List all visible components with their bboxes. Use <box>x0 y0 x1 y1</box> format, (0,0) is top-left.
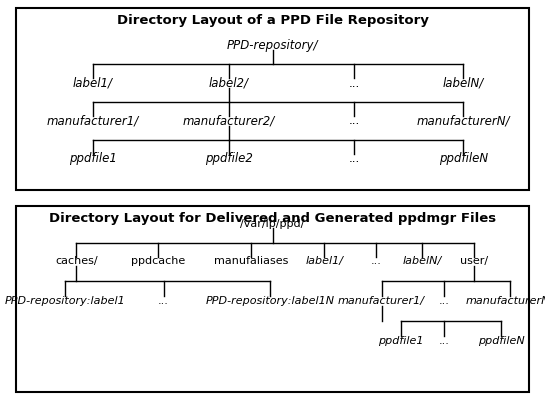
Text: ppdfile1: ppdfile1 <box>378 335 423 346</box>
Text: manufacturerN/: manufacturerN/ <box>465 296 545 306</box>
Text: labelN/: labelN/ <box>443 77 484 89</box>
Text: labelN/: labelN/ <box>403 256 442 267</box>
Text: manufacturer1/: manufacturer1/ <box>46 114 139 127</box>
Text: ...: ... <box>439 296 450 306</box>
Text: Directory Layout of a PPD File Repository: Directory Layout of a PPD File Repositor… <box>117 14 428 27</box>
Text: ...: ... <box>349 77 360 89</box>
Text: ...: ... <box>349 152 360 165</box>
Text: label2/: label2/ <box>209 77 249 89</box>
Bar <box>16 8 529 190</box>
Text: manufacturer2/: manufacturer2/ <box>183 114 275 127</box>
Text: PPD-repository/: PPD-repository/ <box>227 39 318 52</box>
Text: ...: ... <box>371 256 382 267</box>
Text: caches/: caches/ <box>55 256 98 267</box>
Text: ppdfile1: ppdfile1 <box>69 152 117 165</box>
Text: label1/: label1/ <box>72 77 113 89</box>
Text: ppdfileN: ppdfileN <box>478 335 525 346</box>
Text: ...: ... <box>158 296 169 306</box>
Text: manufaliases: manufaliases <box>214 256 288 267</box>
Text: PPD-repository:label1N: PPD-repository:label1N <box>205 296 334 306</box>
Text: ...: ... <box>439 335 450 346</box>
Text: ppdcache: ppdcache <box>131 256 185 267</box>
Bar <box>16 206 529 392</box>
Text: manufacturerN/: manufacturerN/ <box>416 114 510 127</box>
Text: /var/lp/ppd/: /var/lp/ppd/ <box>240 219 305 229</box>
Text: ppdfile2: ppdfile2 <box>205 152 253 165</box>
Text: manufacturer1/: manufacturer1/ <box>338 296 425 306</box>
Text: Directory Layout for Delivered and Generated ppdmgr Files: Directory Layout for Delivered and Gener… <box>49 212 496 225</box>
Text: ...: ... <box>349 114 360 127</box>
Text: ppdfileN: ppdfileN <box>439 152 488 165</box>
Text: label1/: label1/ <box>305 256 343 267</box>
Text: PPD-repository:label1: PPD-repository:label1 <box>5 296 126 306</box>
Text: user/: user/ <box>460 256 488 267</box>
